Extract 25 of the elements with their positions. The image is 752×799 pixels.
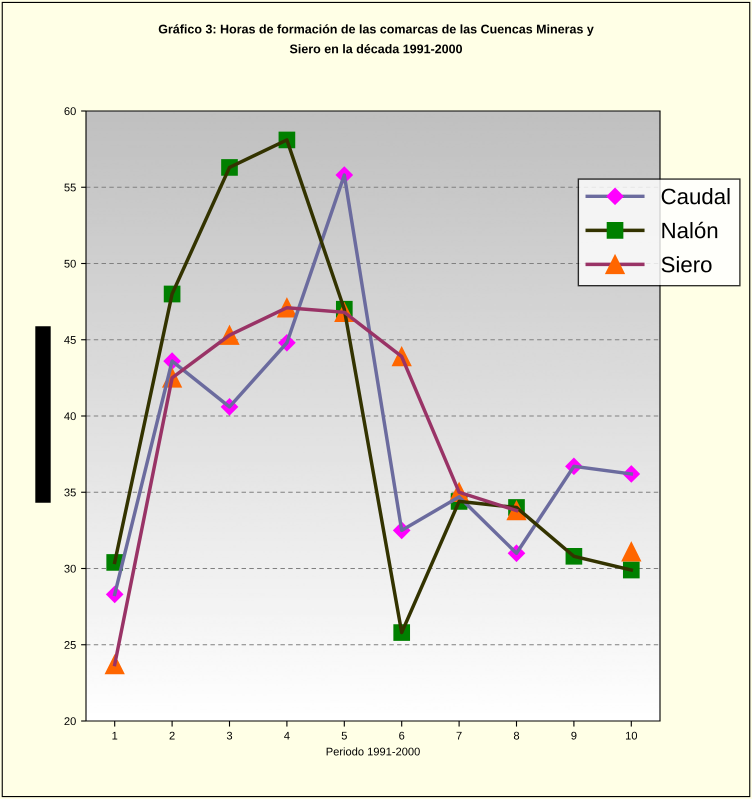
x-tick-label: 2	[170, 732, 175, 740]
y-tick-label: 50	[64, 260, 76, 268]
x-tick-label: 5	[342, 732, 347, 740]
legend-label: Nalón	[662, 222, 718, 238]
y-tick-label: 30	[64, 564, 76, 573]
y-tick-label: 25	[64, 641, 76, 649]
legend-label: Caudal	[662, 188, 730, 204]
y-tick-label: 20	[64, 717, 76, 726]
chart-title: Gráfico 3: Horas de formación de las comarcas de las Cuencas Mineras y Siero en la década 1991-2000	[158, 24, 594, 54]
y-tick-label: 60	[64, 107, 76, 116]
y-tick-label: 40	[64, 412, 76, 420]
x-tick-label: 1	[112, 732, 118, 740]
y-tick-label: 45	[64, 336, 76, 344]
x-tick-label: 8	[514, 732, 520, 740]
x-tick-label: 10	[626, 732, 638, 740]
point	[622, 542, 642, 562]
x-axis-title: Periodo 1991-2000	[326, 747, 420, 756]
x-tick-label: 9	[571, 732, 576, 740]
y-tick-label: 55	[64, 184, 76, 192]
y-tick-label: 35	[64, 488, 76, 496]
x-tick-label: 4	[284, 732, 290, 740]
x-tick-label: 6	[399, 732, 404, 740]
legend-label: Siero	[662, 256, 712, 272]
x-tick-label: 3	[226, 732, 232, 740]
x-tick-label: 7	[456, 732, 462, 740]
